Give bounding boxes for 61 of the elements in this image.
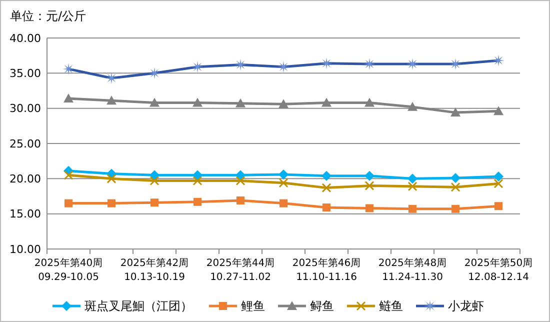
point <box>278 169 288 180</box>
legend-label: 鲟鱼 <box>310 299 334 314</box>
point <box>194 198 202 206</box>
point <box>450 108 460 117</box>
point <box>450 182 460 192</box>
x-tick-label: 2025年第42周 10.13-10.19 <box>120 257 189 283</box>
point <box>236 98 246 108</box>
point <box>150 198 158 207</box>
point <box>150 170 160 180</box>
point <box>106 174 116 184</box>
y-tick-label: 25.00 <box>10 137 41 150</box>
x-tick-label: 2025年第46周 11.10-11.16 <box>292 257 361 283</box>
y-tick-label: 20.00 <box>10 172 41 186</box>
point <box>408 204 416 213</box>
y-tick-label: 35.00 <box>10 67 41 80</box>
x-tick-label: 2025年第50周 12.08-12.14 <box>464 257 533 283</box>
point <box>106 96 116 105</box>
point <box>236 176 246 186</box>
x-tick-label: 2025年第40周 09.29-10.05 <box>34 257 103 283</box>
point <box>64 93 74 102</box>
point <box>408 174 418 184</box>
point <box>64 170 74 180</box>
y-tick-label: 30.00 <box>10 102 41 116</box>
legend-label: 小龙虾 <box>448 299 484 314</box>
point <box>364 98 374 107</box>
point <box>366 204 374 212</box>
point <box>150 176 160 186</box>
point <box>494 106 504 116</box>
point <box>450 172 460 183</box>
point <box>494 178 504 188</box>
point <box>236 196 244 204</box>
point <box>322 204 330 212</box>
point <box>494 202 502 210</box>
point <box>108 199 116 208</box>
legend-label: 斑点叉尾鮰（江团） <box>84 299 192 314</box>
point <box>280 199 288 208</box>
point <box>364 180 374 190</box>
point <box>322 170 332 181</box>
point <box>192 176 202 186</box>
y-tick-label: 40.00 <box>10 32 41 45</box>
point <box>322 183 332 193</box>
point <box>408 102 418 111</box>
y-axis-title: 单位：元/公斤 <box>10 9 86 23</box>
point <box>408 182 418 192</box>
point <box>150 98 160 107</box>
point <box>278 178 288 188</box>
point <box>278 99 288 108</box>
point <box>452 204 460 213</box>
legend-label: 鲢鱼 <box>379 299 403 314</box>
point <box>64 199 72 208</box>
point <box>192 98 202 107</box>
y-tick-label: 10.00 <box>10 242 41 256</box>
point <box>364 170 374 181</box>
y-tick-label: 15.00 <box>10 208 41 221</box>
point <box>192 170 202 180</box>
point <box>494 172 504 182</box>
legend-label: 鲤鱼 <box>241 299 265 314</box>
x-tick-label: 2025年第44周 10.27-11.02 <box>206 257 275 283</box>
point <box>322 98 332 107</box>
x-tick-label: 2025年第48周 11.24-11.30 <box>378 257 447 283</box>
point <box>236 170 246 180</box>
